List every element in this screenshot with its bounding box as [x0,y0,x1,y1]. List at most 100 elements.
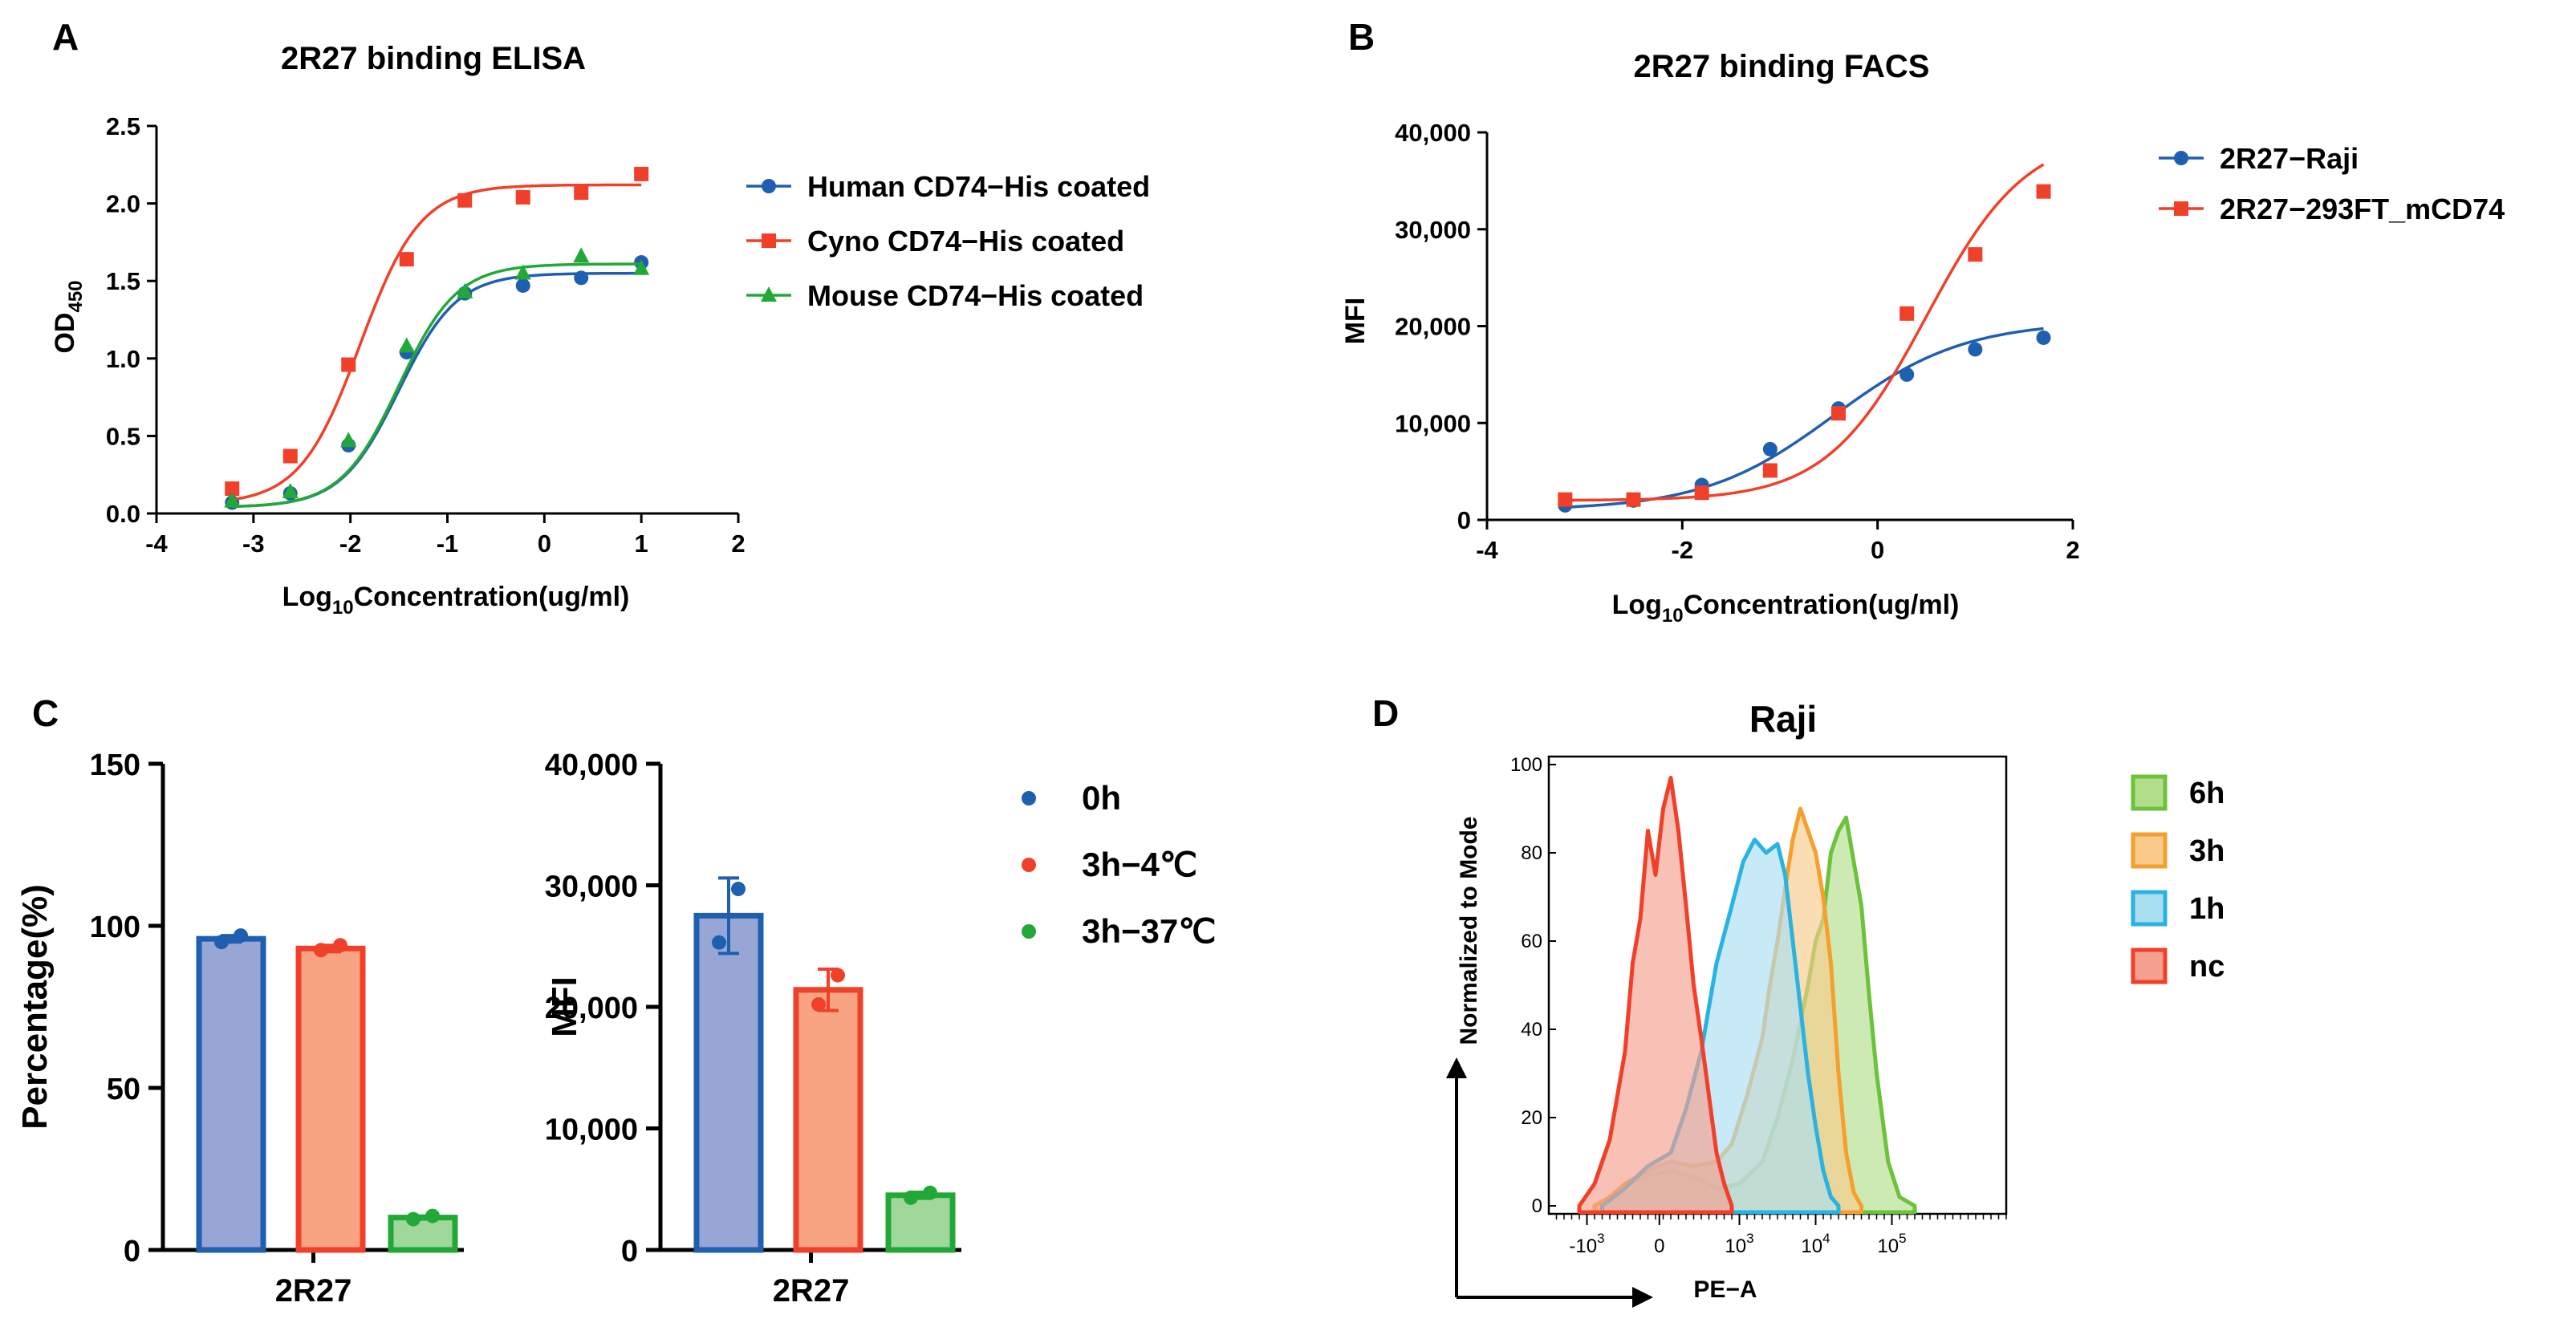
panel-c1-y-tick-label: 0 [124,1235,140,1268]
panel-c1-bar-2 [388,1215,458,1253]
panel-a-y-tick-label: 2.5 [106,112,140,140]
panel-d-x-tick-base: 10 [1801,1236,1822,1257]
panel-c1-y-tick-label: 50 [107,1073,140,1106]
panel-a-y-tick-label: 1.5 [106,267,140,295]
panel-b-x-tick-label: -2 [1672,536,1694,564]
panel-d-title: Raji [1749,698,1817,740]
panel-b-label: B [1348,16,1375,58]
panel-a-series-1-point [574,185,589,201]
panel-b-series-1-point [1899,306,1915,321]
panel-b-x-tick-label: -4 [1476,536,1498,564]
panel-b-legend-marker [2174,201,2188,216]
panel-a-series-2-point [457,282,473,298]
panel-b: B 2R27 binding FACS MFI Log10Concentrati… [1340,16,2505,627]
panel-a-label: A [52,16,79,58]
panel-c1-dot-0 [234,928,248,943]
panel-b-ylabel: MFI [1340,298,1371,345]
panel-c1-dot-1 [314,943,328,958]
panel-c1-dot-1 [333,938,347,953]
panel-c-legend-marker [1022,858,1036,872]
panel-a-ylabel: OD450 [50,280,87,353]
panel-c2-y-tick-label: 0 [621,1235,638,1268]
panel-a-xlabel-sub: 10 [332,597,354,619]
panel-a-xlabel-pre: Log [282,582,332,612]
panel-c-legend-marker [1022,791,1036,805]
panel-a-series-0-point [515,278,530,293]
panel-d-y-tick-label: 20 [1521,1107,1542,1129]
panel-c1-y-tick-label: 150 [90,749,140,782]
panel-a-legend-label: Cyno CD74−His coated [807,225,1124,258]
panel-a-x-tick-label: 0 [538,530,551,558]
panel-c2-dot-1 [831,968,845,983]
panel-b-series-1-fit-line [1565,163,2045,502]
panel-c1-ylabel: Percentage(%) [15,884,55,1130]
panel-b-x-tick-label: 2 [2066,536,2079,564]
panel-a-x-tick-label: -3 [242,530,265,558]
panel-c: C Percentage(%) MFI 0 50 100 150 2R27 0 10,00… [15,692,1216,1309]
panel-d-label: D [1372,692,1399,734]
panel-b-series-0-point [1899,367,1915,382]
panel-d-legend-label: 6h [2189,777,2225,810]
panel-a-legend-marker [762,233,776,248]
panel-c1-dot-0 [214,935,229,950]
panel-a-series-2-point [633,259,650,275]
panel-c2-bar-1 [793,987,863,1253]
panel-b-series-1-point [1694,485,1709,501]
panel-b-series-1-point [1626,492,1641,507]
panel-b-series-1-point [1762,463,1778,478]
panel-a-x-tick-label: -1 [437,530,459,558]
panel-a-x-tick-label: 1 [635,530,648,558]
panel-a-series-1-point [225,481,240,497]
y-arrow-head [1446,1057,1467,1078]
panel-a-series-1-point [399,252,414,267]
panel-c2-x-tick-label: 2R27 [773,1273,850,1309]
panel-a-series-2-point [398,337,415,353]
panel-a-y-tick-label: 0.0 [106,500,140,528]
panel-d-x-tick-exp: 3 [1597,1231,1604,1246]
panel-c-legend-label: 3h−4℃ [1082,846,1197,883]
panel-b-plot: -4 -2 0 2 0 10,000 20,000 30,000 40,000 [1395,119,2079,564]
panel-b-y-tick-label: 10,000 [1395,409,1471,437]
panel-a-x-tick-label: -2 [339,530,362,558]
panel-b-y-tick-label: 0 [1457,506,1471,534]
panel-b-xlabel-post: Concentration(ug/ml) [1684,590,1960,620]
panel-d-x-tick-label: 103 [1725,1231,1753,1257]
panel-a-ylabel-main: OD [50,313,80,354]
panel-c1-x-tick-label: 2R27 [275,1273,352,1309]
panel-d-x-tick-base: 10 [1725,1236,1746,1257]
panel-a-series-1-point [515,189,530,205]
panel-c2-y-tick-label: 30,000 [545,870,638,904]
panel-a-y-tick-label: 2.0 [106,190,140,218]
panel-b-series-1-point [1558,492,1573,507]
panel-b-title: 2R27 binding FACS [1634,49,1930,84]
panel-c2-dot-2 [904,1190,918,1205]
panel-d-legend-swatch [2131,774,2168,811]
panel-b-xlabel: Log10Concentration(ug/ml) [1612,590,1960,627]
panel-b-y-tick-label: 30,000 [1395,216,1471,244]
panel-a-title: 2R27 binding ELISA [281,41,586,76]
panel-a-series-2-point [514,264,531,280]
panel-d-y-tick-label: 80 [1521,842,1542,864]
panel-d-y-tick-label: 0 [1532,1195,1542,1217]
panel-c2-bar-0 [693,912,764,1253]
panel-d-x-tick-label: -103 [1569,1231,1604,1257]
panel-a-plot: -4 -3 -2 -1 0 1 2 0.0 0.5 1.0 1.5 2.0 2.5 [106,112,746,558]
panel-a-x-tick-label: -4 [145,530,168,558]
panel-d-legend-label: 1h [2189,892,2225,926]
panel-a-legend: Human CD74−His coated Cyno CD74−His coate… [746,170,1150,312]
panel-a-xlabel: Log10Concentration(ug/ml) [282,582,630,619]
panel-a-series-0-point [574,270,589,286]
panel-d-x-tick-label: 104 [1801,1231,1830,1257]
panel-b-y-tick-label: 40,000 [1395,119,1471,147]
panel-b-xlabel-pre: Log [1612,590,1662,620]
panel-c1-y-tick-label: 100 [90,911,140,944]
panel-b-legend-label: 2R27−293FT_mCD74 [2220,193,2505,225]
panel-c2-dot-0 [712,935,726,950]
panel-d-legend-swatch [2131,832,2168,869]
panel-b-series-0-point [1762,441,1778,456]
panel-b-legend-marker [2174,151,2188,165]
panel-d-xlabel: PE−A [1693,1276,1757,1303]
panel-c1-dot-2 [425,1208,440,1223]
panel-c2-dot-0 [731,882,746,897]
